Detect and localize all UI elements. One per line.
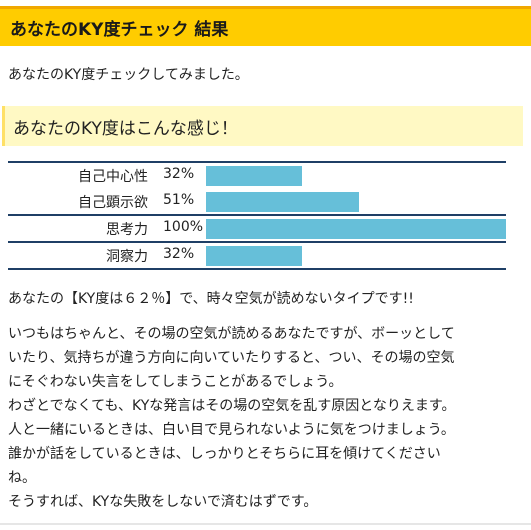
divider <box>0 523 531 525</box>
result-bar <box>206 192 506 212</box>
result-percent: 51% <box>163 192 195 208</box>
detail-line: いつもはちゃんと、その場の空気が読めるあなたですが、ボーッとして <box>8 326 455 342</box>
detail-text: いつもはちゃんと、その場の空気が読めるあなたですが、ボーッとして いたり、気持ち… <box>8 322 523 514</box>
detail-line: わざとでなくても、KYな発言はその場の空気を乱す原因となりえます。 <box>8 398 456 414</box>
result-row-self-display: 自己顕示欲 51% <box>8 188 506 214</box>
result-percent: 100% <box>163 219 204 235</box>
section-heading: あなたのKY度はこんな感じ！ <box>2 106 523 146</box>
result-row-thinking: 思考力 100% <box>8 214 506 241</box>
result-percent: 32% <box>163 166 195 182</box>
intro-text: あなたのKY度チェックしてみました。 <box>8 67 249 83</box>
result-row-self-centered: 自己中心性 32% <box>8 161 506 188</box>
result-row-insight: 洞察力 32% <box>8 241 506 270</box>
result-table: 自己中心性 32% 自己顕示欲 51% 思考力 100% 洞察力 32% <box>8 161 506 270</box>
detail-line: 人と一緒にいるときは、白い目で見られないように気をつけましょう。 <box>8 422 455 438</box>
detail-line: そうすれば、KYな失敗をしないで済むはずです。 <box>8 494 318 510</box>
result-bar-fill <box>206 166 302 186</box>
result-label: 自己中心性 <box>78 169 148 185</box>
result-bar <box>206 246 506 266</box>
result-label: 洞察力 <box>106 249 148 265</box>
detail-line: ね。 <box>8 470 36 486</box>
result-bar-fill <box>206 219 506 239</box>
result-label: 思考力 <box>106 222 148 238</box>
result-bar-fill <box>206 192 359 212</box>
detail-line: 誰かが話をしているときは、しっかりとそちらに耳を傾けてください <box>8 446 441 462</box>
page-title: あなたのKY度チェック 結果 <box>0 6 531 46</box>
result-bar <box>206 219 506 239</box>
result-percent: 32% <box>163 246 195 262</box>
result-bar <box>206 166 506 186</box>
result-bar-fill <box>206 246 302 266</box>
detail-line: いたり、気持ちが違う方向に向いていたりすると、つい、その場の空気 <box>8 350 455 366</box>
detail-line: にそぐわない失言をしてしまうことがあるでしょう。 <box>8 374 343 390</box>
result-label: 自己顕示欲 <box>78 195 148 211</box>
summary-text: あなたの【KY度は６２％】で、時々空気が読めないタイプです!! <box>8 291 414 307</box>
